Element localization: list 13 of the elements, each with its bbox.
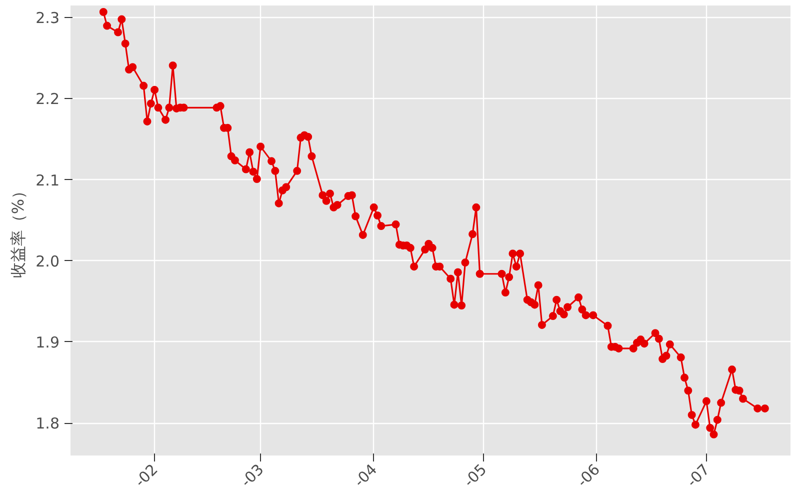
x-tick-label: -02 (131, 460, 162, 491)
y-axis-title: 收益率（%） (8, 182, 28, 278)
x-tick-label: -03 (237, 460, 268, 491)
y-tick-label: 2.0 (36, 252, 60, 270)
y-tick-label: 1.9 (36, 333, 60, 352)
y-tick-label: 2.1 (36, 171, 60, 190)
x-tick-label: -04 (350, 460, 381, 491)
y-tick-label: 1.8 (36, 414, 60, 433)
y-tick-label: 2.3 (36, 9, 60, 28)
y-tick-label: 2.2 (36, 90, 60, 108)
x-tick-label: -07 (683, 460, 714, 491)
x-tick-label: -05 (460, 460, 490, 491)
x-tick-label: -06 (573, 460, 604, 491)
